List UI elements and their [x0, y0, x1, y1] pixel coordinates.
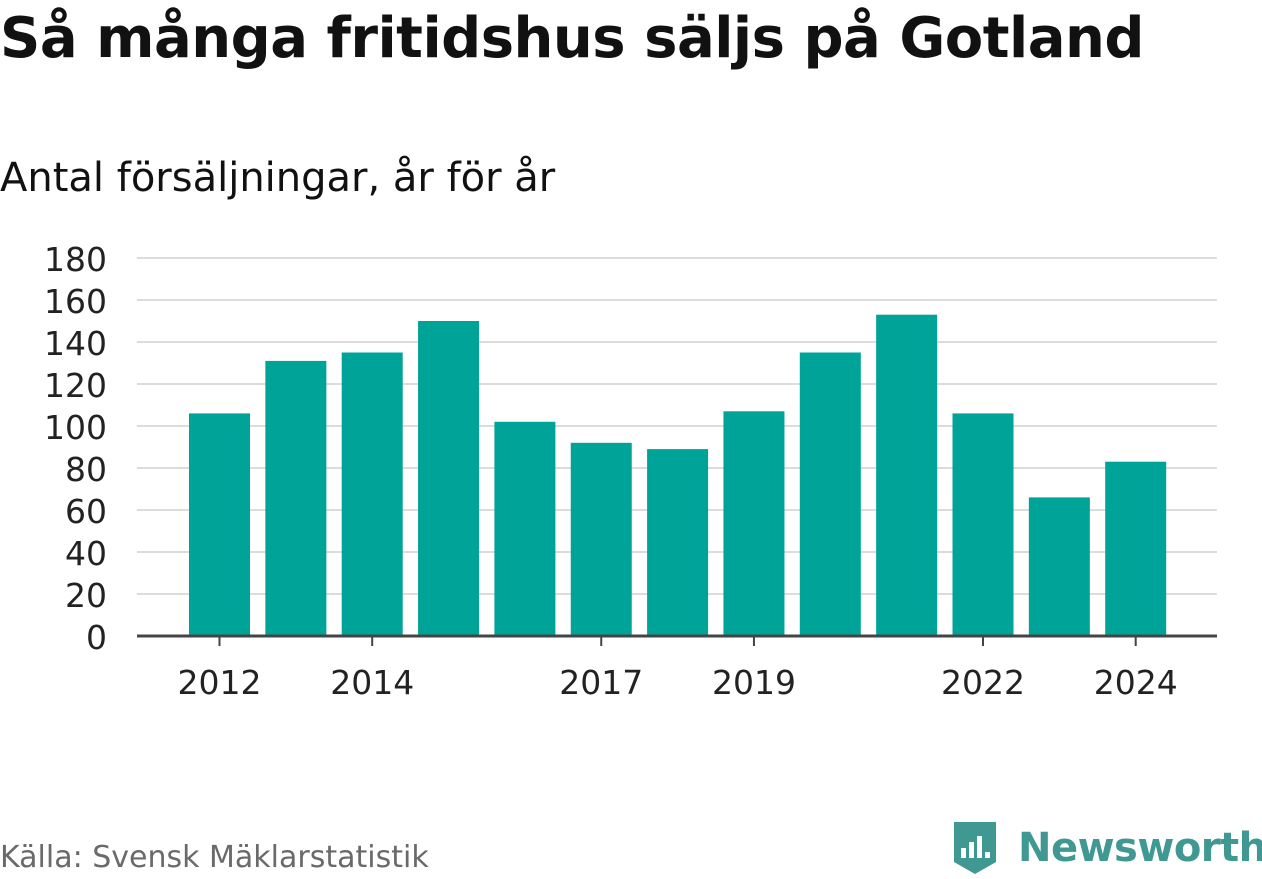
x-axis-ticks: 2012 2014 2017 2019 2022 2024 — [178, 636, 1178, 702]
bar-2012 — [189, 413, 250, 636]
newsworthy-logo-icon — [954, 822, 996, 874]
y-tick-label: 0 — [86, 618, 107, 657]
logo-wordmark: Newsworthy — [1018, 825, 1262, 871]
y-tick-label: 40 — [65, 534, 107, 573]
bar-2021 — [876, 314, 938, 636]
y-tick-label: 140 — [44, 324, 107, 363]
chart-subtitle: Antal försäljningar, år för år — [0, 155, 556, 201]
x-tick-label: 2022 — [941, 663, 1025, 702]
x-tick-label: 2014 — [330, 663, 414, 702]
bar-2018 — [647, 449, 709, 636]
y-tick-label: 20 — [65, 576, 107, 615]
x-tick-label: 2024 — [1094, 663, 1178, 702]
y-tick-label: 80 — [65, 450, 107, 489]
source-note: Källa: Svensk Mäklarstatistik — [0, 840, 429, 875]
bar-2023 — [1028, 497, 1090, 636]
chart-title: Så många fritidshus säljs på Gotland — [0, 6, 1144, 71]
bar-2014 — [341, 352, 403, 636]
y-tick-label: 160 — [44, 282, 107, 321]
y-tick-label: 100 — [44, 408, 107, 447]
newsworthy-logo: Newsworthy — [950, 818, 1262, 878]
y-tick-label: 180 — [44, 240, 107, 279]
bar-2017 — [570, 442, 632, 636]
y-tick-label: 60 — [65, 492, 107, 531]
bar-2020 — [799, 352, 861, 636]
bar-2013 — [265, 360, 327, 636]
y-tick-label: 120 — [44, 366, 107, 405]
bars — [189, 314, 1167, 636]
bar-2024 — [1105, 461, 1167, 636]
x-tick-label: 2012 — [178, 663, 262, 702]
x-tick-label: 2019 — [712, 663, 796, 702]
bar-2019 — [723, 411, 785, 636]
bar-2022 — [952, 413, 1014, 636]
bar-2016 — [494, 421, 556, 636]
x-tick-label: 2017 — [559, 663, 643, 702]
bar-2015 — [418, 321, 480, 636]
